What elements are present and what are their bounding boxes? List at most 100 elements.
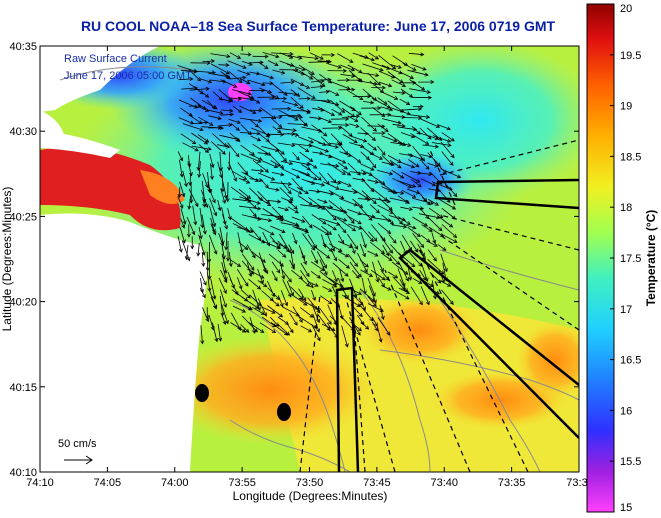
current-vector bbox=[437, 124, 451, 131]
y-tick-label: 40:15 bbox=[9, 382, 37, 394]
current-vector bbox=[287, 186, 303, 195]
current-vector bbox=[242, 304, 253, 311]
current-vector bbox=[179, 227, 186, 244]
buoy-marker-1 bbox=[195, 384, 209, 402]
current-vector bbox=[408, 52, 425, 57]
current-vector bbox=[338, 197, 359, 207]
current-vector bbox=[379, 90, 399, 100]
current-vector bbox=[218, 277, 227, 294]
current-vector bbox=[367, 179, 380, 184]
current-vector bbox=[391, 261, 409, 275]
current-vector bbox=[260, 259, 269, 275]
colorbar bbox=[586, 3, 615, 513]
current-vector bbox=[340, 64, 355, 72]
current-vector bbox=[298, 82, 311, 89]
current-vector bbox=[237, 69, 251, 76]
current-vector bbox=[310, 250, 318, 264]
current-vector bbox=[380, 106, 394, 112]
current-vector bbox=[200, 189, 209, 208]
current-vector bbox=[227, 60, 247, 69]
y-axis-label: Latitude (Degrees:Minutes) bbox=[0, 187, 14, 332]
current-vector bbox=[281, 100, 299, 107]
current-vector bbox=[371, 187, 388, 201]
current-vector bbox=[207, 100, 216, 110]
current-vector bbox=[278, 109, 299, 121]
current-vector bbox=[432, 135, 452, 143]
current-vector bbox=[200, 325, 205, 345]
current-vector bbox=[440, 168, 462, 179]
current-vector bbox=[412, 277, 423, 284]
lane-dashed-8 bbox=[439, 139, 579, 176]
current-vector bbox=[368, 231, 378, 242]
colorbar-tick-label: 17.5 bbox=[620, 253, 641, 265]
sst-hot-bay bbox=[40, 147, 181, 231]
current-vector bbox=[389, 107, 411, 116]
current-vector bbox=[328, 154, 347, 164]
current-vector bbox=[320, 163, 340, 168]
current-vector bbox=[396, 126, 418, 132]
current-vector bbox=[261, 146, 280, 153]
current-vector bbox=[198, 227, 203, 240]
current-vector bbox=[281, 306, 300, 317]
lane-dashed-7 bbox=[439, 214, 579, 251]
current-vector bbox=[401, 172, 421, 183]
current-vector bbox=[398, 262, 409, 282]
current-vector bbox=[349, 123, 360, 128]
current-vector bbox=[311, 289, 316, 302]
current-vector bbox=[399, 279, 408, 293]
current-vector bbox=[412, 104, 424, 109]
current-vector bbox=[316, 251, 327, 269]
current-vector bbox=[319, 190, 335, 196]
current-vector bbox=[237, 226, 254, 234]
current-vector bbox=[261, 115, 283, 120]
current-vector bbox=[310, 270, 321, 279]
current-vector bbox=[186, 217, 196, 236]
current-vector bbox=[357, 131, 369, 136]
current-vector bbox=[419, 207, 430, 220]
bathymetry-contours bbox=[59, 66, 579, 472]
current-vector bbox=[331, 249, 338, 262]
x-axis: 74:10 74:05 74:00 73:55 73:50 73:45 73:40 73:35… bbox=[26, 46, 588, 489]
current-vector bbox=[359, 55, 375, 62]
current-vector bbox=[241, 296, 260, 309]
current-vector bbox=[232, 105, 243, 113]
current-vector bbox=[236, 268, 249, 287]
zone-east bbox=[434, 178, 579, 210]
current-vector bbox=[277, 316, 289, 325]
current-vector bbox=[378, 54, 397, 70]
scale-arrow bbox=[64, 455, 93, 465]
current-vector bbox=[382, 244, 390, 257]
current-vector bbox=[330, 180, 342, 185]
current-vector bbox=[327, 207, 348, 214]
current-vector bbox=[288, 160, 311, 167]
current-vector bbox=[277, 142, 296, 148]
current-vector bbox=[269, 154, 285, 169]
current-vector bbox=[180, 208, 187, 225]
current-vector bbox=[346, 89, 364, 101]
current-vector bbox=[251, 251, 266, 263]
current-vector bbox=[317, 106, 336, 116]
current-vector bbox=[367, 250, 379, 257]
current-vector bbox=[296, 187, 309, 194]
current-vector bbox=[262, 81, 274, 86]
current-vector bbox=[299, 151, 314, 163]
current-vector bbox=[322, 181, 340, 190]
current-vector bbox=[178, 77, 194, 82]
current-vector bbox=[267, 305, 284, 318]
current-vector bbox=[248, 322, 265, 333]
current-vector bbox=[286, 323, 294, 334]
current-vector bbox=[440, 253, 448, 273]
current-vector bbox=[399, 98, 411, 105]
current-vector bbox=[180, 218, 186, 229]
current-vector bbox=[442, 180, 458, 198]
current-vector bbox=[322, 205, 337, 221]
current-vector bbox=[249, 294, 262, 307]
current-vector bbox=[308, 144, 329, 153]
current-vector bbox=[280, 222, 300, 228]
current-vector bbox=[438, 198, 457, 210]
current-vector bbox=[382, 118, 402, 125]
current-vector bbox=[402, 62, 417, 71]
current-vector bbox=[221, 253, 228, 274]
current-vector bbox=[419, 269, 427, 281]
x-tick-label: 74:10 bbox=[26, 477, 54, 489]
